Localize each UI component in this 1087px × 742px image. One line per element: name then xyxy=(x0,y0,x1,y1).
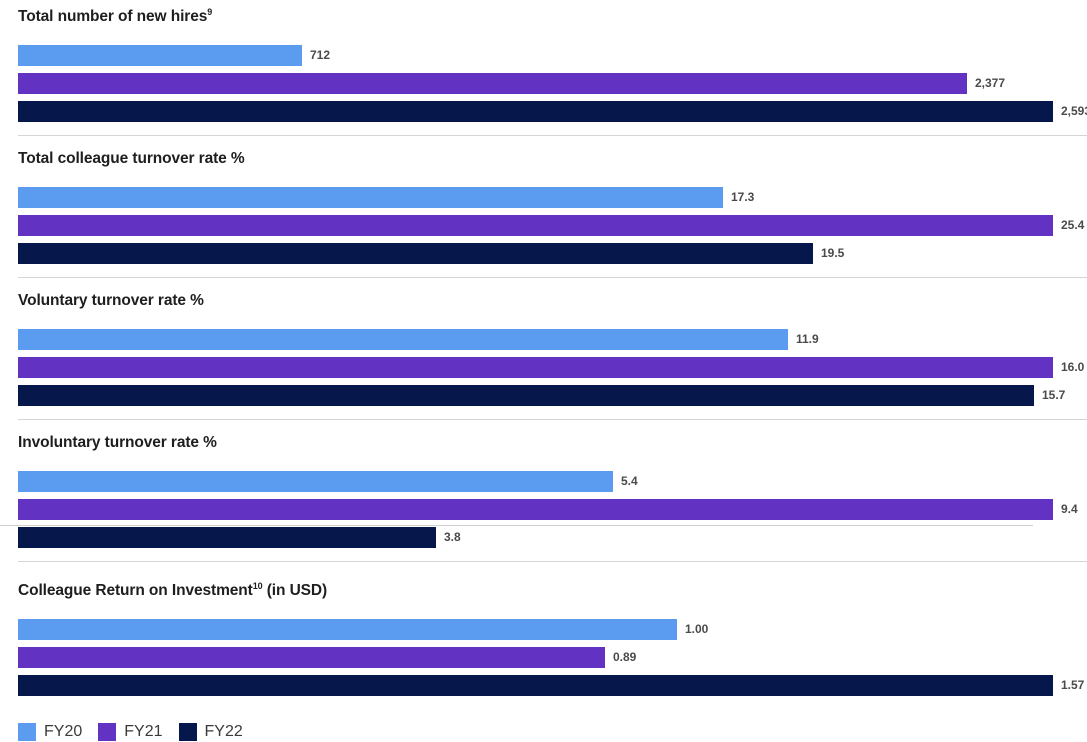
legend-swatch-fy21 xyxy=(98,723,117,741)
bar-value-label: 15.7 xyxy=(1042,388,1066,402)
panel-title-suffix: (in USD) xyxy=(262,582,328,599)
bar-fy22 xyxy=(18,527,436,548)
legend-swatch-fy22 xyxy=(178,723,197,741)
panel-title: Voluntary turnover rate % xyxy=(18,292,204,312)
legend-item-fy20: FY20 xyxy=(18,723,82,741)
legend-item-fy22: FY22 xyxy=(178,723,243,741)
panel-title-footnote: 10 xyxy=(252,581,263,591)
bar-fy22 xyxy=(18,385,1034,406)
panel-title: Total colleague turnover rate % xyxy=(18,150,245,170)
bar-value-label: 16.0 xyxy=(1061,360,1085,374)
panel-title: Colleague Return on Investment10 (in USD… xyxy=(18,582,327,602)
panel-divider xyxy=(18,135,1087,136)
legend-item-fy21: FY21 xyxy=(98,723,163,741)
panel-title-text: Voluntary turnover rate % xyxy=(18,292,204,309)
bar-value-label: 5.4 xyxy=(621,474,638,488)
legend-label-fy20: FY20 xyxy=(44,723,83,740)
bar-value-label: 25.4 xyxy=(1061,218,1085,232)
panel-title: Total number of new hires9 xyxy=(18,8,212,28)
bar-value-label: 0.89 xyxy=(613,650,637,664)
bar-fy22 xyxy=(18,243,813,264)
panel-divider xyxy=(18,277,1087,278)
bar-fy21 xyxy=(18,647,605,668)
bar-fy20 xyxy=(18,329,788,350)
panel-title-text: Total number of new hires xyxy=(18,8,208,25)
overlay-divider xyxy=(0,525,1033,526)
bar-fy20 xyxy=(18,471,613,492)
bar-fy22 xyxy=(18,101,1053,122)
bar-value-label: 19.5 xyxy=(821,246,845,260)
panel-divider xyxy=(18,561,1087,562)
panel-title-text: Involuntary turnover rate % xyxy=(18,434,217,451)
bar-fy20 xyxy=(18,45,302,66)
bar-fy20 xyxy=(18,187,723,208)
legend: FY20 FY21 FY22 xyxy=(18,722,259,742)
bar-fy21 xyxy=(18,73,967,94)
legend-label-fy22: FY22 xyxy=(204,723,243,740)
bar-value-label: 3.8 xyxy=(444,530,461,544)
bar-fy21 xyxy=(18,357,1053,378)
bar-value-label: 1.57 xyxy=(1061,678,1085,692)
bar-fy21 xyxy=(18,499,1053,520)
panel-divider xyxy=(18,419,1087,420)
panel-title: Involuntary turnover rate % xyxy=(18,434,217,454)
bar-value-label: 1.00 xyxy=(685,622,709,636)
bar-value-label: 17.3 xyxy=(731,190,755,204)
panel-title-text: Colleague Return on Investment xyxy=(18,582,253,599)
legend-label-fy21: FY21 xyxy=(124,723,163,740)
bar-value-label: 2,593 xyxy=(1061,104,1087,118)
bar-fy22 xyxy=(18,675,1053,696)
panel-title-footnote: 9 xyxy=(207,7,213,17)
bar-fy21 xyxy=(18,215,1053,236)
bar-value-label: 11.9 xyxy=(796,332,819,346)
bar-value-label: 2,377 xyxy=(975,76,1006,90)
legend-swatch-fy20 xyxy=(18,723,36,741)
bar-value-label: 712 xyxy=(310,48,331,62)
bar-fy20 xyxy=(18,619,677,640)
panel-title-text: Total colleague turnover rate % xyxy=(18,150,245,167)
bar-value-label: 9.4 xyxy=(1061,502,1078,516)
